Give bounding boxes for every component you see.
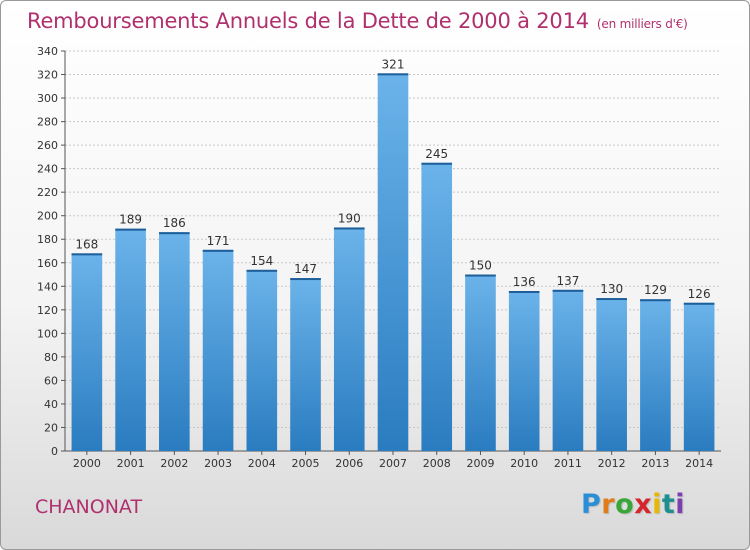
x-tick-label: 2002 xyxy=(160,457,188,470)
bar xyxy=(421,162,453,451)
x-tick-label: 2004 xyxy=(248,457,276,470)
x-tick-label: 2001 xyxy=(117,457,145,470)
bar xyxy=(552,289,584,451)
x-tick-label: 2000 xyxy=(73,457,101,470)
x-tick-label: 2011 xyxy=(554,457,582,470)
bar-top-edge xyxy=(246,269,278,272)
data-label: 137 xyxy=(556,274,579,288)
bar-top-edge xyxy=(115,228,146,231)
x-tick-label: 2014 xyxy=(685,457,713,470)
bar-top-edge xyxy=(159,232,190,235)
bar xyxy=(333,227,365,451)
logo-letter: r xyxy=(601,489,616,520)
x-tick-label: 2003 xyxy=(204,457,232,470)
bar-top-edge xyxy=(333,227,365,230)
y-tick-label: 80 xyxy=(44,351,58,364)
y-tick-label: 0 xyxy=(51,445,58,458)
logo-letter: x xyxy=(634,489,653,520)
y-tick-label: 300 xyxy=(37,92,58,105)
logo-letter: i xyxy=(675,489,686,520)
bar-top-edge xyxy=(552,289,584,292)
y-tick-label: 200 xyxy=(37,210,58,223)
y-tick-label: 240 xyxy=(37,163,58,176)
y-tick-label: 40 xyxy=(44,398,58,411)
bar-top-edge xyxy=(508,291,540,293)
x-tick-label: 2013 xyxy=(641,457,669,470)
data-label: 190 xyxy=(338,211,361,225)
data-label: 147 xyxy=(294,262,317,276)
bars xyxy=(71,73,715,452)
y-tick-label: 60 xyxy=(44,374,58,387)
x-tick-label: 2007 xyxy=(379,457,407,470)
data-label: 186 xyxy=(163,216,186,230)
proxiti-logo: Proxiti xyxy=(581,489,685,520)
data-label: 171 xyxy=(207,234,230,248)
y-tick-label: 160 xyxy=(37,257,58,270)
bar-top-edge xyxy=(421,162,453,165)
data-label: 245 xyxy=(425,147,448,161)
y-tick-label: 340 xyxy=(37,45,58,58)
bar-top-edge xyxy=(202,249,234,252)
y-tick-label: 260 xyxy=(37,139,58,152)
y-tick-label: 320 xyxy=(37,69,58,82)
bar xyxy=(246,269,278,451)
bar-top-edge xyxy=(377,73,409,76)
y-tick-label: 100 xyxy=(37,327,58,340)
bar xyxy=(115,228,146,451)
x-tick-label: 2006 xyxy=(335,457,363,470)
x-tick-label: 2012 xyxy=(598,457,626,470)
x-tick-label: 2010 xyxy=(510,457,538,470)
data-label: 154 xyxy=(250,254,273,268)
bar-top-edge xyxy=(640,299,671,302)
data-label: 136 xyxy=(513,275,536,289)
bar xyxy=(508,291,540,451)
bar xyxy=(202,249,234,451)
chart-title: Remboursements Annuels de la Dette de 20… xyxy=(27,9,688,33)
data-label: 168 xyxy=(75,237,98,251)
data-label: 130 xyxy=(600,282,623,296)
bar xyxy=(683,302,715,451)
logo-letter: i xyxy=(652,489,662,520)
y-tick-label: 120 xyxy=(37,304,58,317)
chart-subtitle: (en milliers d'€) xyxy=(596,17,688,31)
chart-title-text: Remboursements Annuels de la Dette de 20… xyxy=(27,9,589,33)
bar-top-edge xyxy=(683,302,715,305)
data-label: 150 xyxy=(469,259,492,273)
data-label: 189 xyxy=(119,213,142,227)
bar xyxy=(290,278,321,451)
data-labels: 168 189 186 171 154 147 190 321 245 150 136 137 130 1… xyxy=(75,57,710,300)
x-tick-label: 2005 xyxy=(292,457,320,470)
bar xyxy=(640,299,671,451)
bar-top-edge xyxy=(71,253,103,256)
x-tick-label: 2009 xyxy=(466,457,494,470)
bar-top-edge xyxy=(596,298,627,301)
logo-letter: t xyxy=(661,489,676,520)
bar xyxy=(596,298,627,451)
logo-letter: P xyxy=(581,489,602,520)
data-label: 321 xyxy=(382,57,405,71)
bar xyxy=(465,274,496,451)
commune-name: CHANONAT xyxy=(35,496,143,518)
y-tick-label: 280 xyxy=(37,116,58,129)
bar-top-edge xyxy=(465,274,496,277)
y-tick-label: 20 xyxy=(44,421,58,434)
y-tick-label: 180 xyxy=(37,233,58,246)
x-tick-label: 2008 xyxy=(423,457,451,470)
y-tick-label: 220 xyxy=(37,186,58,199)
y-tick-label: 140 xyxy=(37,280,58,293)
bar xyxy=(71,253,103,451)
bar-top-edge xyxy=(290,278,321,281)
bar xyxy=(159,232,190,451)
data-label: 129 xyxy=(644,283,667,297)
logo-letter: o xyxy=(615,489,635,520)
data-label: 126 xyxy=(688,287,711,301)
bar xyxy=(377,73,409,452)
